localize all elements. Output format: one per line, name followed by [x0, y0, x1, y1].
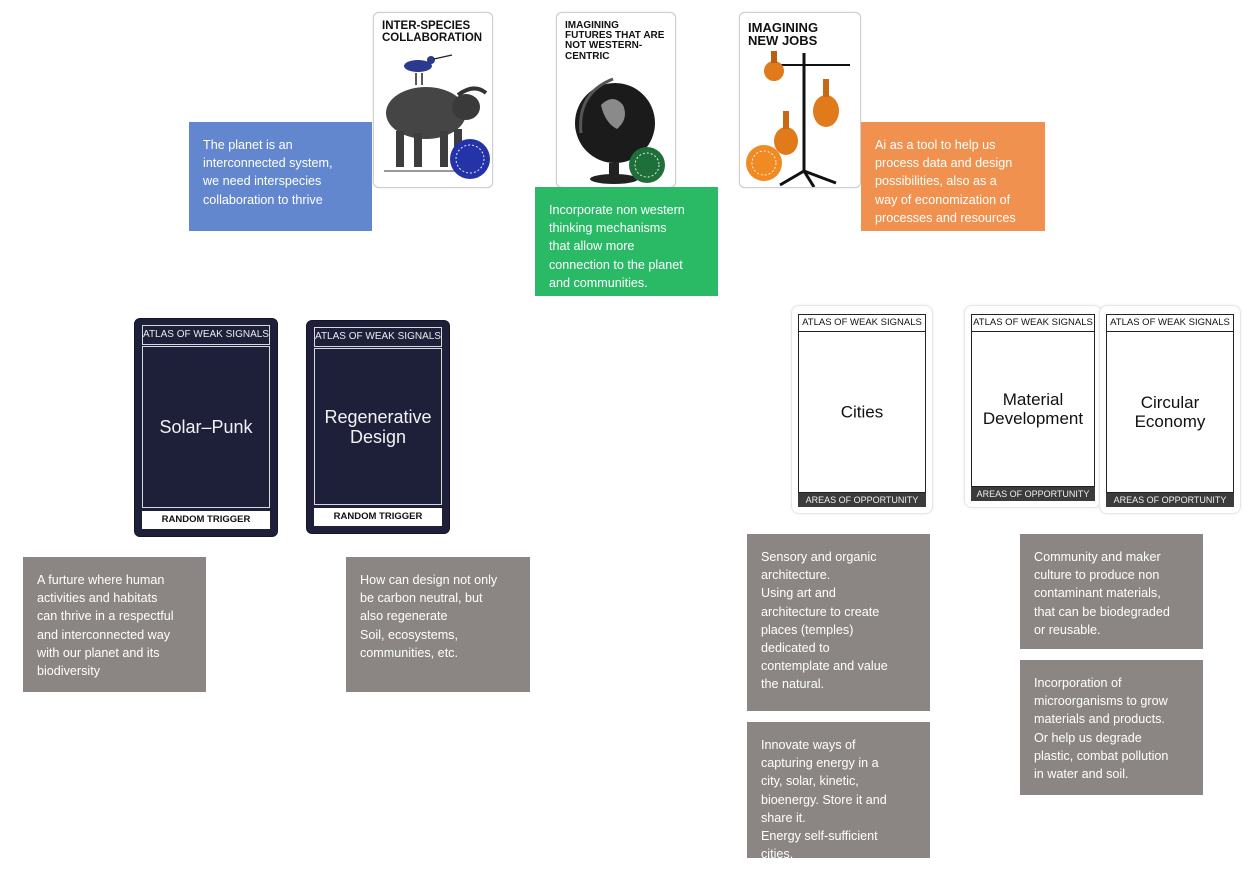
card-label: Cities	[840, 402, 884, 422]
card-solar-punk: ATLAS OF WEAK SIGNALS Solar–Punk RANDOM …	[134, 318, 278, 537]
note-regenerative-design: How can design not only be carbon neutra…	[346, 557, 530, 692]
card-header: ATLAS OF WEAK SIGNALS	[314, 327, 442, 347]
card-footer: RANDOM TRIGGER	[314, 508, 442, 526]
note-sensory-architecture: Sensory and organic architecture. Using …	[747, 534, 930, 711]
note-microorganisms: Incorporation of microorganisms to grow …	[1020, 660, 1203, 795]
card-footer: AREAS OF OPPORTUNITY	[1106, 493, 1234, 507]
card-footer: AREAS OF OPPORTUNITY	[971, 487, 1095, 501]
note-interspecies: The planet is an interconnected system, …	[189, 122, 372, 231]
card-body: Material Development	[971, 331, 1095, 487]
lab-flasks-illustration	[746, 51, 850, 187]
card-cities: ATLAS OF WEAK SIGNALS Cities AREAS OF OP…	[792, 306, 932, 513]
card-material-development: ATLAS OF WEAK SIGNALS Material Developme…	[965, 306, 1101, 507]
card-header: ATLAS OF WEAK SIGNALS	[1106, 314, 1234, 332]
globe-illustration	[575, 77, 665, 184]
card-title: INTER-SPECIES COLLABORATION	[382, 20, 483, 44]
card-body: Solar–Punk	[142, 346, 270, 508]
card-body: Cities	[798, 331, 926, 493]
note-city-energy: Innovate ways of capturing energy in a c…	[747, 722, 930, 861]
note-solar-punk-future: A furture where human activities and hab…	[23, 557, 206, 692]
card-label: Solar–Punk	[159, 417, 253, 437]
card-label: Regenerative Design	[324, 406, 432, 447]
note-maker-culture: Community and maker culture to produce n…	[1020, 534, 1203, 649]
bird-buffalo-illustration	[384, 54, 490, 179]
card-body: Regenerative Design	[314, 348, 442, 505]
card-body: Circular Economy	[1106, 331, 1234, 493]
card-footer: AREAS OF OPPORTUNITY	[798, 493, 926, 507]
card-header: ATLAS OF WEAK SIGNALS	[971, 314, 1095, 332]
card-header: ATLAS OF WEAK SIGNALS	[798, 314, 926, 332]
card-imagining-futures: IMAGINING FUTURES THAT ARE NOT WESTERN- …	[556, 12, 676, 188]
note-ai-tool: Ai as a tool to help us process data and…	[861, 122, 1045, 231]
card-imagining-new-jobs: IMAGINING NEW JOBS	[739, 12, 861, 188]
card-label: Material Development	[982, 390, 1084, 428]
card-title: IMAGINING FUTURES THAT ARE NOT WESTERN- …	[565, 20, 665, 62]
card-circular-economy: ATLAS OF WEAK SIGNALS Circular Economy A…	[1100, 306, 1240, 513]
card-footer: RANDOM TRIGGER	[142, 511, 270, 529]
card-label: Circular Economy	[1134, 393, 1206, 431]
card-regenerative-design: ATLAS OF WEAK SIGNALS Regenerative Desig…	[306, 320, 450, 534]
card-header: ATLAS OF WEAK SIGNALS	[142, 325, 270, 345]
card-title: IMAGINING NEW JOBS	[748, 20, 819, 49]
card-inter-species-collaboration: INTER-SPECIES COLLABORATION	[373, 12, 493, 188]
note-non-western: Incorporate non western thinking mechani…	[535, 187, 718, 296]
